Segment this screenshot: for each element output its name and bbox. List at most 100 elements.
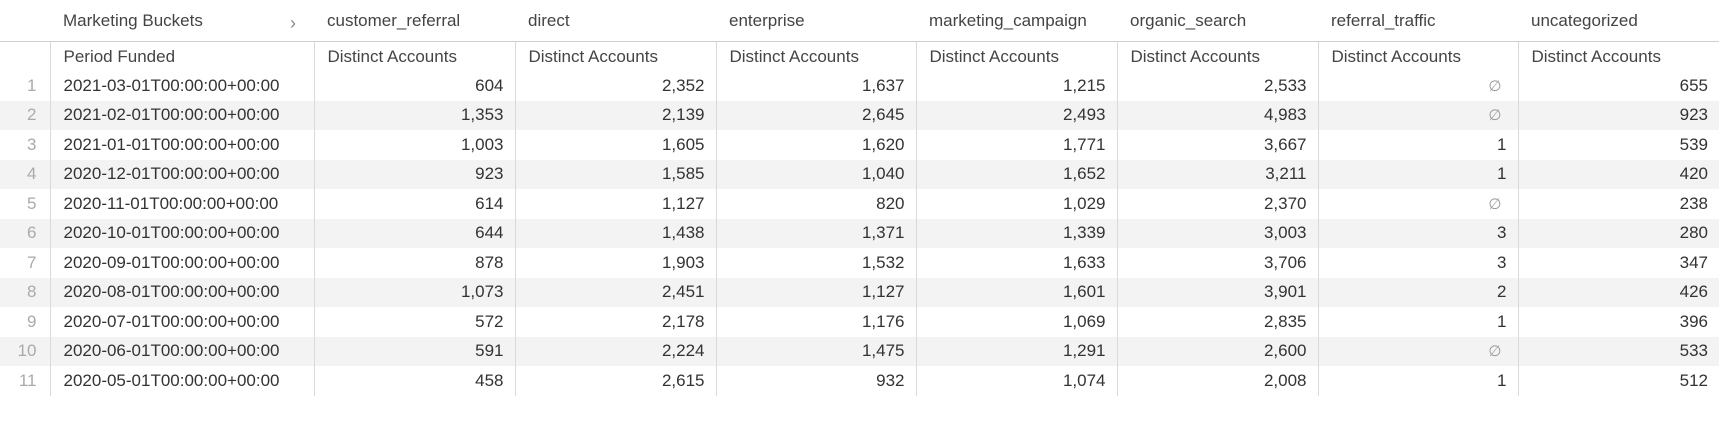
- pivot-bucket-header[interactable]: organic_search: [1117, 0, 1318, 42]
- distinct-accounts-cell[interactable]: 1,003: [313, 130, 515, 160]
- period-funded-cell[interactable]: 2021-03-01T00:00:00+00:00: [49, 71, 314, 101]
- distinct-accounts-cell[interactable]: 1,127: [514, 189, 716, 219]
- distinct-accounts-cell[interactable]: 1,176: [715, 307, 916, 337]
- pivot-bucket-header[interactable]: customer_referral: [314, 0, 515, 42]
- distinct-accounts-cell[interactable]: 1,620: [715, 130, 916, 160]
- distinct-accounts-cell[interactable]: 3,211: [1116, 159, 1318, 189]
- distinct-accounts-cell[interactable]: 426: [1517, 277, 1719, 307]
- distinct-accounts-cell[interactable]: 1,371: [715, 218, 916, 248]
- distinct-accounts-cell[interactable]: 1,339: [915, 218, 1117, 248]
- distinct-accounts-cell[interactable]: 655: [1517, 71, 1719, 101]
- distinct-accounts-cell[interactable]: 1,903: [514, 248, 716, 278]
- distinct-accounts-cell[interactable]: 1: [1317, 159, 1518, 189]
- distinct-accounts-cell[interactable]: 3: [1317, 248, 1518, 278]
- distinct-accounts-cell[interactable]: 2,370: [1116, 189, 1318, 219]
- distinct-accounts-cell[interactable]: 347: [1517, 248, 1719, 278]
- distinct-accounts-cell[interactable]: 614: [313, 189, 515, 219]
- period-funded-cell[interactable]: 2021-02-01T00:00:00+00:00: [49, 100, 314, 130]
- pivot-bucket-header[interactable]: direct: [515, 0, 716, 42]
- distinct-accounts-cell[interactable]: 1,652: [915, 159, 1117, 189]
- distinct-accounts-cell[interactable]: 2,615: [514, 366, 716, 396]
- distinct-accounts-cell[interactable]: 4,983: [1116, 100, 1318, 130]
- distinct-accounts-cell[interactable]: 2,600: [1116, 336, 1318, 366]
- period-funded-cell[interactable]: 2020-05-01T00:00:00+00:00: [49, 366, 314, 396]
- distinct-accounts-cell[interactable]: 512: [1517, 366, 1719, 396]
- null-value-cell[interactable]: ∅: [1317, 336, 1518, 366]
- distinct-accounts-cell[interactable]: 1: [1317, 366, 1518, 396]
- period-funded-cell[interactable]: 2020-06-01T00:00:00+00:00: [49, 336, 314, 366]
- distinct-accounts-cell[interactable]: 1,029: [915, 189, 1117, 219]
- distinct-accounts-cell[interactable]: 3,706: [1116, 248, 1318, 278]
- distinct-accounts-cell[interactable]: 1,127: [715, 277, 916, 307]
- distinct-accounts-cell[interactable]: 923: [1517, 100, 1719, 130]
- pivot-bucket-header[interactable]: marketing_campaign: [916, 0, 1117, 42]
- distinct-accounts-cell[interactable]: 1,605: [514, 130, 716, 160]
- distinct-accounts-cell[interactable]: 1,069: [915, 307, 1117, 337]
- distinct-accounts-cell[interactable]: 1,291: [915, 336, 1117, 366]
- distinct-accounts-cell[interactable]: 1,438: [514, 218, 716, 248]
- distinct-accounts-cell[interactable]: 2,008: [1116, 366, 1318, 396]
- column-header-measure[interactable]: Distinct Accounts: [1517, 41, 1719, 71]
- distinct-accounts-cell[interactable]: 923: [313, 159, 515, 189]
- pivot-bucket-header[interactable]: enterprise: [716, 0, 916, 42]
- distinct-accounts-cell[interactable]: 1,532: [715, 248, 916, 278]
- distinct-accounts-cell[interactable]: 2,645: [715, 100, 916, 130]
- column-header-measure[interactable]: Distinct Accounts: [313, 41, 515, 71]
- distinct-accounts-cell[interactable]: 2,352: [514, 71, 716, 101]
- period-funded-cell[interactable]: 2020-08-01T00:00:00+00:00: [49, 277, 314, 307]
- distinct-accounts-cell[interactable]: 2,224: [514, 336, 716, 366]
- distinct-accounts-cell[interactable]: 591: [313, 336, 515, 366]
- distinct-accounts-cell[interactable]: 1,585: [514, 159, 716, 189]
- null-value-cell[interactable]: ∅: [1317, 71, 1518, 101]
- distinct-accounts-cell[interactable]: 3,901: [1116, 277, 1318, 307]
- null-value-cell[interactable]: ∅: [1317, 100, 1518, 130]
- period-funded-cell[interactable]: 2021-01-01T00:00:00+00:00: [49, 130, 314, 160]
- pivot-bucket-header[interactable]: referral_traffic: [1318, 0, 1518, 42]
- column-header-measure[interactable]: Distinct Accounts: [715, 41, 916, 71]
- distinct-accounts-cell[interactable]: 1,040: [715, 159, 916, 189]
- pivot-dimension-header[interactable]: Marketing Buckets ›: [50, 0, 314, 42]
- distinct-accounts-cell[interactable]: 1,637: [715, 71, 916, 101]
- distinct-accounts-cell[interactable]: 539: [1517, 130, 1719, 160]
- period-funded-cell[interactable]: 2020-09-01T00:00:00+00:00: [49, 248, 314, 278]
- distinct-accounts-cell[interactable]: 2: [1317, 277, 1518, 307]
- distinct-accounts-cell[interactable]: 1,353: [313, 100, 515, 130]
- distinct-accounts-cell[interactable]: 1: [1317, 307, 1518, 337]
- distinct-accounts-cell[interactable]: 820: [715, 189, 916, 219]
- period-funded-cell[interactable]: 2020-11-01T00:00:00+00:00: [49, 189, 314, 219]
- distinct-accounts-cell[interactable]: 1,633: [915, 248, 1117, 278]
- distinct-accounts-cell[interactable]: 2,533: [1116, 71, 1318, 101]
- distinct-accounts-cell[interactable]: 3: [1317, 218, 1518, 248]
- distinct-accounts-cell[interactable]: 1,771: [915, 130, 1117, 160]
- distinct-accounts-cell[interactable]: 572: [313, 307, 515, 337]
- distinct-accounts-cell[interactable]: 1,073: [313, 277, 515, 307]
- column-header-measure[interactable]: Distinct Accounts: [1116, 41, 1318, 71]
- column-header-measure[interactable]: Distinct Accounts: [915, 41, 1117, 71]
- distinct-accounts-cell[interactable]: 1,601: [915, 277, 1117, 307]
- distinct-accounts-cell[interactable]: 3,003: [1116, 218, 1318, 248]
- distinct-accounts-cell[interactable]: 1,074: [915, 366, 1117, 396]
- distinct-accounts-cell[interactable]: 396: [1517, 307, 1719, 337]
- period-funded-cell[interactable]: 2020-12-01T00:00:00+00:00: [49, 159, 314, 189]
- column-header-period-funded[interactable]: Period Funded: [49, 41, 314, 71]
- distinct-accounts-cell[interactable]: 280: [1517, 218, 1719, 248]
- period-funded-cell[interactable]: 2020-07-01T00:00:00+00:00: [49, 307, 314, 337]
- distinct-accounts-cell[interactable]: 533: [1517, 336, 1719, 366]
- distinct-accounts-cell[interactable]: 3,667: [1116, 130, 1318, 160]
- distinct-accounts-cell[interactable]: 2,139: [514, 100, 716, 130]
- null-value-cell[interactable]: ∅: [1317, 189, 1518, 219]
- pivot-bucket-header[interactable]: uncategorized: [1518, 0, 1719, 42]
- distinct-accounts-cell[interactable]: 2,451: [514, 277, 716, 307]
- distinct-accounts-cell[interactable]: 458: [313, 366, 515, 396]
- period-funded-cell[interactable]: 2020-10-01T00:00:00+00:00: [49, 218, 314, 248]
- distinct-accounts-cell[interactable]: 1: [1317, 130, 1518, 160]
- distinct-accounts-cell[interactable]: 932: [715, 366, 916, 396]
- distinct-accounts-cell[interactable]: 2,493: [915, 100, 1117, 130]
- distinct-accounts-cell[interactable]: 420: [1517, 159, 1719, 189]
- column-header-measure[interactable]: Distinct Accounts: [514, 41, 716, 71]
- distinct-accounts-cell[interactable]: 604: [313, 71, 515, 101]
- distinct-accounts-cell[interactable]: 878: [313, 248, 515, 278]
- distinct-accounts-cell[interactable]: 2,178: [514, 307, 716, 337]
- column-header-measure[interactable]: Distinct Accounts: [1317, 41, 1518, 71]
- distinct-accounts-cell[interactable]: 238: [1517, 189, 1719, 219]
